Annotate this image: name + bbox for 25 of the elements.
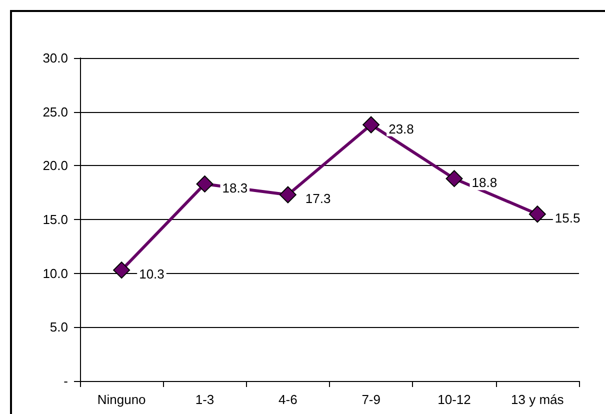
- x-tick-label: 13 y más: [511, 392, 564, 407]
- x-tick-label: Ninguno: [97, 392, 146, 407]
- y-tick-label: 20.0: [42, 158, 68, 174]
- y-tick-label: 15.0: [42, 212, 68, 227]
- x-tick-label: 4-6: [278, 392, 298, 407]
- point: [113, 262, 130, 279]
- data-label: 17.3: [305, 191, 331, 206]
- point: [196, 175, 214, 192]
- x-tick-label: 7-9: [362, 392, 380, 407]
- y-tick-label: -: [64, 374, 68, 388]
- y-tick-label: 5.0: [50, 320, 68, 335]
- data-label: 15.5: [554, 210, 580, 226]
- data-label: 23.8: [388, 121, 414, 136]
- y-tick-label: 30.0: [42, 50, 68, 66]
- point: [528, 206, 546, 223]
- x-tick-label: 1-3: [195, 392, 214, 407]
- point: [279, 186, 296, 204]
- point: [362, 116, 380, 134]
- y-tick-label: 10.0: [42, 266, 68, 281]
- data-label: 18.8: [472, 175, 498, 190]
- data-label: 18.3: [222, 180, 248, 196]
- y-tick-label: 25.0: [42, 104, 68, 120]
- point: [446, 170, 463, 188]
- x-tick-label: 10-12: [438, 392, 471, 407]
- data-label: 10.3: [139, 266, 164, 282]
